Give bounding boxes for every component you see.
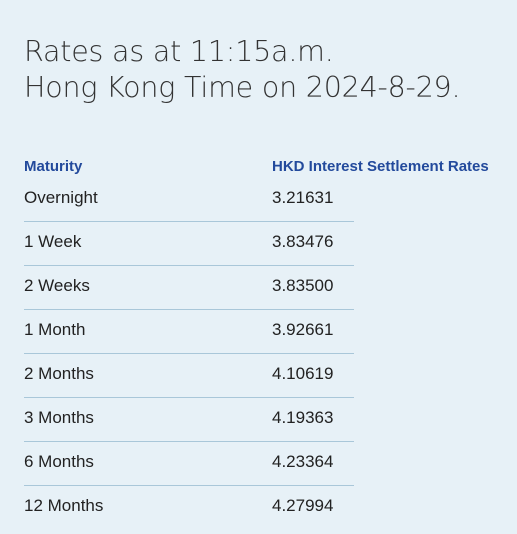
heading-line-rates-time: Rates as at 11:15a.m. <box>24 35 334 68</box>
maturity-cell: Overnight <box>24 188 98 207</box>
maturity-cell: 12 Months <box>24 496 104 515</box>
rate-cell: 3.83500 <box>272 276 334 295</box>
column-header-rate: HKD Interest Settlement Rates <box>272 158 489 175</box>
rates-table: Maturity HKD Interest Settlement Rates O… <box>24 154 517 529</box>
maturity-cell: 3 Months <box>24 408 94 427</box>
table-row: 1 Week 3.83476 <box>24 222 354 266</box>
maturity-cell: 2 Weeks <box>24 276 90 295</box>
maturity-cell: 1 Month <box>24 320 86 339</box>
maturity-cell: 6 Months <box>24 452 94 471</box>
maturity-cell: 2 Months <box>24 364 94 383</box>
rate-cell: 4.23364 <box>272 452 334 471</box>
rate-cell: 4.19363 <box>272 408 334 427</box>
table-row: 6 Months 4.23364 <box>24 442 354 486</box>
maturity-cell: 1 Week <box>24 232 82 251</box>
page-heading: Rates as at 11:15a.m. Hong Kong Time on … <box>24 34 461 106</box>
table-row: Overnight 3.21631 <box>24 178 354 222</box>
table-row: 3 Months 4.19363 <box>24 398 354 442</box>
rate-cell: 4.10619 <box>272 364 334 383</box>
rate-cell: 3.92661 <box>272 320 334 339</box>
rate-cell: 3.83476 <box>272 232 334 251</box>
column-header-maturity: Maturity <box>24 158 83 175</box>
table-row: 2 Weeks 3.83500 <box>24 266 354 310</box>
table-row: 2 Months 4.10619 <box>24 354 354 398</box>
rate-cell: 4.27994 <box>272 496 334 515</box>
heading-line-date: Hong Kong Time on 2024-8-29. <box>24 71 461 104</box>
rate-cell: 3.21631 <box>272 188 334 207</box>
table-row: 1 Month 3.92661 <box>24 310 354 354</box>
table-row: 12 Months 4.27994 <box>24 486 354 529</box>
table-header-row: Maturity HKD Interest Settlement Rates <box>24 154 517 178</box>
